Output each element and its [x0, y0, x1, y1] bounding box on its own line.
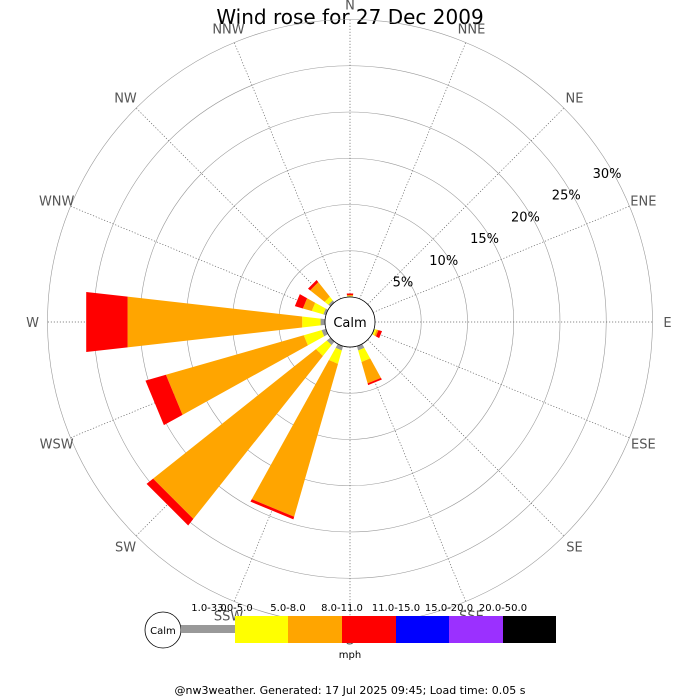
bar-sse-bin-3	[361, 358, 381, 384]
ring-labels: 5% 10% 15% 20% 25% 30%	[393, 167, 622, 291]
bar-wsw-bin-2	[303, 330, 325, 346]
bar-nw-bin-1	[328, 300, 335, 307]
spoke-ese	[372, 331, 630, 439]
spoke-sse	[359, 344, 467, 602]
bar-sw-bin-4	[146, 478, 194, 526]
footer-text: @nw3weather. Generated: 17 Jul 2025 09:4…	[175, 684, 526, 697]
bar-n-bin-4	[346, 293, 354, 296]
legend-label-6: 15.0-20.0	[425, 603, 473, 614]
ring-label-30: 30%	[593, 167, 622, 182]
direction-label-se: SE	[566, 541, 582, 556]
ring-label-15: 15%	[470, 232, 499, 247]
direction-label-ese: ESE	[631, 438, 656, 453]
bar-ese-bin-2	[372, 329, 377, 336]
spoke-nne	[359, 42, 467, 300]
legend-label-3: 5.0-8.0	[270, 603, 305, 614]
legend-label-2: 3.0-5.0	[217, 603, 252, 614]
bar-ssw-bin-4	[250, 499, 295, 520]
direction-label-w: W	[26, 316, 39, 331]
ring-label-10: 10%	[429, 254, 458, 269]
bar-wnw-bin-2	[311, 302, 326, 315]
bar-sw-bin-3	[153, 349, 323, 519]
bar-n-bin-2	[346, 295, 354, 297]
ring-label-5: 5%	[393, 276, 414, 291]
bar-ese-bin-3	[374, 329, 379, 337]
direction-label-nnw: NNW	[212, 23, 244, 38]
legend-swatch-1	[181, 625, 235, 633]
bar-wsw-bin-3	[165, 335, 308, 415]
direction-label-nw: NW	[114, 91, 137, 106]
bar-wsw-bin-4	[145, 374, 183, 426]
legend-swatch-6	[449, 616, 503, 643]
bar-ssw-bin-3	[251, 360, 339, 517]
bar-ese-bin-4	[375, 330, 383, 339]
bar-sse-bin-4	[367, 377, 382, 386]
legend-swatch-2	[235, 616, 288, 643]
spoke-se	[367, 339, 565, 537]
bar-wnw-bin-3	[302, 298, 316, 312]
legend-swatch-7	[503, 616, 556, 643]
spoke-ene	[372, 205, 630, 313]
speed-legend: Calm 1.0-3.03.0-5.0 5.0-8.0 8.0-11.0 11.0-1…	[144, 603, 556, 661]
legend-swatch-3	[288, 616, 342, 643]
bar-sw-bin-2	[315, 340, 332, 357]
bar-w-bin-1	[320, 318, 326, 326]
direction-label-e: E	[663, 316, 671, 331]
legend-label-5: 11.0-15.0	[372, 603, 420, 614]
legend-label-1: 1.0-3.0	[191, 603, 226, 614]
spoke-wnw	[70, 205, 328, 313]
direction-label-ne: NE	[566, 91, 584, 106]
direction-label-sw: SW	[115, 541, 136, 556]
calm-label: Calm	[333, 316, 366, 331]
direction-label-nne: NNE	[458, 23, 486, 38]
ring-label-25: 25%	[552, 189, 581, 204]
bar-wnw-bin-1	[323, 308, 329, 316]
bar-w-bin-3	[127, 296, 303, 348]
bar-nw-bin-3	[310, 282, 330, 302]
legend-label-7: 20.0-50.0	[479, 603, 527, 614]
bar-ssw-bin-2	[328, 347, 342, 364]
direction-label-ene: ENE	[630, 194, 656, 209]
chart-title: Wind rose for 27 Dec 2009	[216, 5, 483, 29]
legend-unit: mph	[339, 650, 361, 661]
calm-circle	[324, 296, 376, 348]
bar-sw-bin-1	[326, 337, 335, 346]
spoke-nnw	[233, 42, 341, 300]
bar-wnw-bin-4	[294, 294, 308, 309]
direction-label-n: N	[345, 0, 355, 14]
legend-swatch-5	[396, 616, 449, 643]
wind-bars	[86, 279, 383, 526]
bar-w-bin-2	[302, 316, 321, 328]
direction-labels: NNNENEENEEESESESSESSSWSWWSWWWNWNWNNW	[26, 0, 672, 649]
bar-nw-bin-2	[324, 296, 333, 305]
bar-nw-bin-4	[307, 279, 319, 291]
spoke-ne	[367, 107, 565, 305]
ring-label-20: 20%	[511, 210, 540, 225]
legend-label-4: 8.0-11.0	[321, 603, 363, 614]
direction-label-wsw: WSW	[40, 438, 74, 453]
bar-sse-bin-2	[358, 347, 371, 363]
bar-w-bin-4	[86, 291, 128, 353]
legend-calm-label: Calm	[150, 626, 176, 637]
legend-swatch-4	[342, 616, 396, 643]
direction-label-wnw: WNW	[39, 194, 75, 209]
spoke-nw	[135, 107, 333, 305]
